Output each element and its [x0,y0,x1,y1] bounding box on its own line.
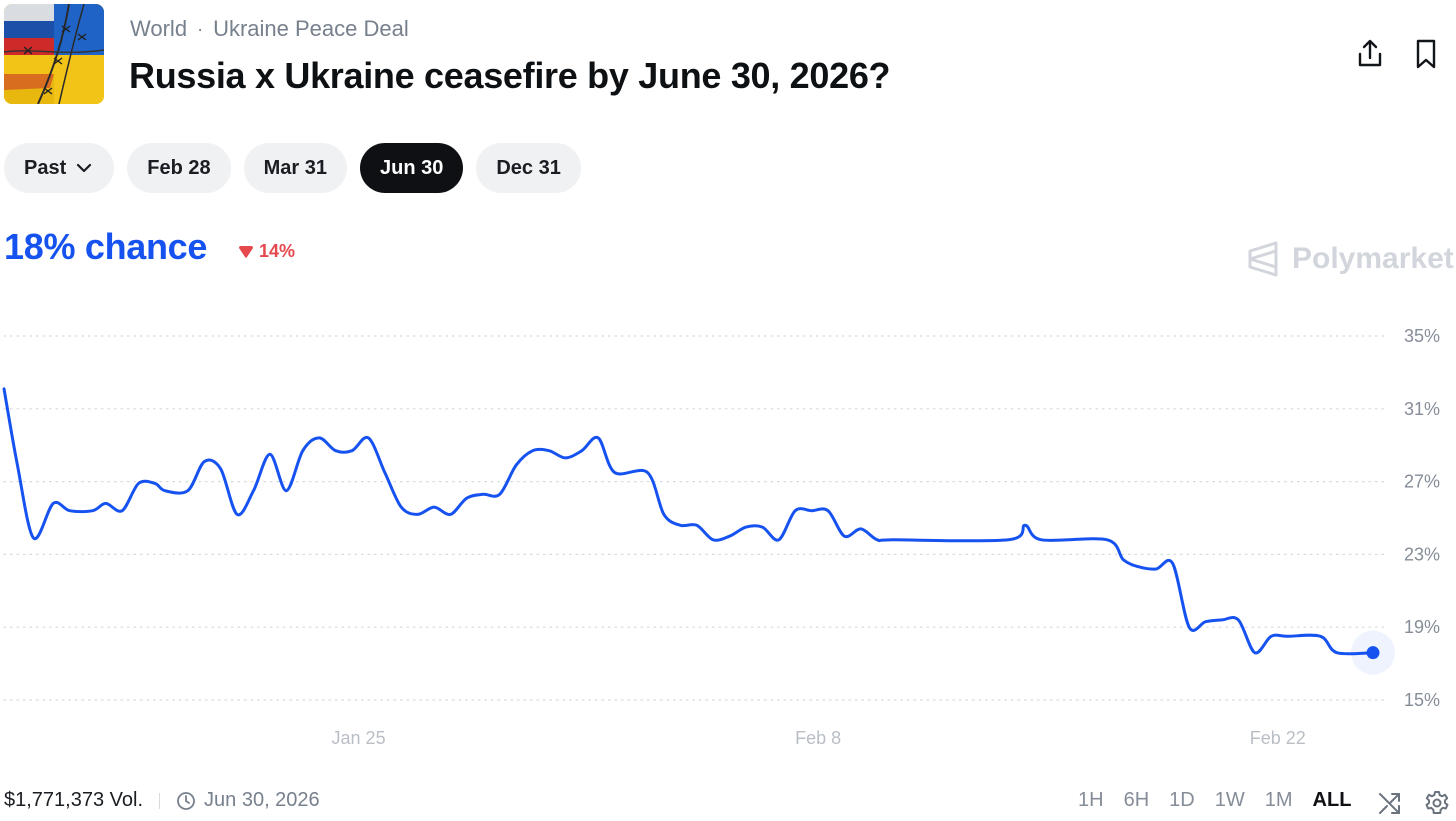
polymarket-logo-icon [1248,241,1278,277]
range-1d[interactable]: 1D [1169,789,1195,811]
y-tick-label: 27% [1404,472,1440,492]
x-tick-label: Jan 25 [332,728,386,748]
brand-watermark: Polymarket [1246,240,1454,278]
tab-label: Jun 30 [379,156,444,179]
range-6h[interactable]: 6H [1123,789,1150,811]
current-point [1366,646,1380,660]
outcome-tabs: Past Feb 28 Mar 31 Jun 30 Dec 31 [4,143,581,193]
y-tick-label: 23% [1404,544,1440,564]
delta-value: 14% [259,241,296,261]
volume: $1,771,373 Vol. [4,789,144,811]
breadcrumb: World · Ukraine Peace Deal [130,16,409,42]
end-date-text: Jun 30, 2026 [204,789,320,811]
clock-icon [177,791,195,810]
series-line [2,387,1375,656]
bookmark-icon[interactable] [1408,36,1444,72]
market-image [4,4,104,104]
market-title: Russia x Ukraine ceasefire by June 30, 2… [129,55,891,96]
breadcrumb-subcategory[interactable]: Ukraine Peace Deal [213,16,409,41]
tab-dec-31[interactable]: Dec 31 [476,143,581,193]
share-icon[interactable] [1352,36,1388,72]
chance-value: 18% chance [4,226,208,267]
tab-label: Past [24,156,67,179]
x-tick-label: Feb 22 [1250,728,1306,748]
y-tick-label: 35% [1404,326,1440,346]
breadcrumb-separator: · [197,18,204,39]
range-1w[interactable]: 1W [1214,789,1245,811]
triangle-down-icon [239,245,253,258]
tab-jun-30[interactable]: Jun 30 [359,143,464,193]
chance-delta: 14% [238,241,295,262]
market-meta: $1,771,373 Vol. Jun 30, 2026 [4,789,320,812]
range-1m[interactable]: 1M [1264,789,1293,811]
tab-mar-31[interactable]: Mar 31 [243,143,347,193]
end-date: Jun 30, 2026 [176,789,320,812]
price-chart[interactable]: 35% 31% 27% 23% 19% 15% Jan 25 Feb 8 Feb 22 [0,300,1456,760]
gear-icon[interactable] [1424,790,1450,816]
tab-label: Feb 28 [147,156,211,179]
time-range-selector: 1H 6H 1D 1W 1M ALL [1078,789,1351,812]
flag-image [4,4,104,104]
brand-name: Polymarket [1292,242,1454,275]
x-tick-label: Feb 8 [795,728,841,748]
range-all[interactable]: ALL [1312,789,1352,811]
y-tick-label: 15% [1404,690,1440,710]
tab-feb-28[interactable]: Feb 28 [127,143,231,193]
tab-label: Dec 31 [496,156,561,179]
shuffle-icon[interactable] [1377,790,1403,816]
breadcrumb-category[interactable]: World [130,16,188,41]
chevron-down-icon [77,163,92,173]
y-tick-label: 19% [1404,617,1440,637]
divider [159,792,161,809]
range-1h[interactable]: 1H [1078,789,1104,811]
tab-past[interactable]: Past [4,143,115,193]
y-tick-label: 31% [1404,399,1440,419]
tab-label: Mar 31 [263,156,327,179]
